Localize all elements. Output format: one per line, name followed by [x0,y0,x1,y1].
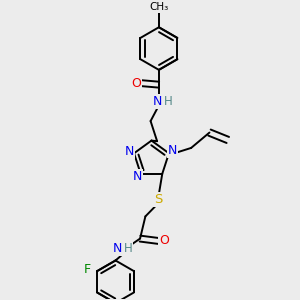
Text: O: O [131,77,141,90]
Text: N: N [125,145,134,158]
Text: H: H [124,242,132,255]
Text: N: N [153,95,162,108]
Text: CH₃: CH₃ [149,2,169,12]
Text: N: N [133,169,142,183]
Text: N: N [168,144,177,158]
Text: O: O [159,235,169,248]
Text: F: F [84,263,91,276]
Text: S: S [154,193,163,206]
Text: H: H [164,95,173,108]
Text: N: N [112,242,122,255]
